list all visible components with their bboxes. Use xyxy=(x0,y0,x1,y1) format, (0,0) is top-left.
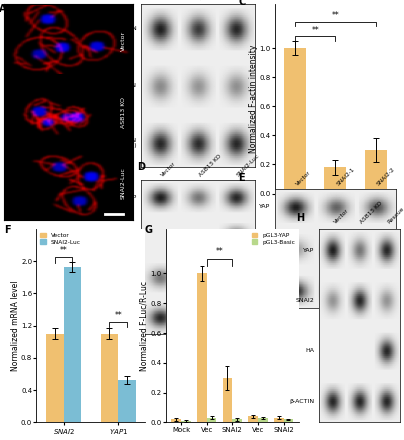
Bar xyxy=(274,418,284,422)
Bar xyxy=(171,419,181,422)
Text: SNAI2-Luc: SNAI2-Luc xyxy=(236,153,261,177)
Text: ASB13 KO: ASB13 KO xyxy=(120,97,126,128)
Text: Vector: Vector xyxy=(332,208,349,225)
Text: SNAI2: SNAI2 xyxy=(251,246,270,251)
Text: Rescue: Rescue xyxy=(387,206,404,225)
Text: **: ** xyxy=(331,11,339,20)
Text: SNAI2-1: SNAI2-1 xyxy=(335,167,356,187)
Text: C: C xyxy=(238,0,246,7)
Text: SNAI2-Luc: SNAI2-Luc xyxy=(120,167,126,199)
Text: F-ACTIN: F-ACTIN xyxy=(112,26,137,31)
Text: YAP: YAP xyxy=(303,248,314,253)
Text: ASB13 KO: ASB13 KO xyxy=(360,201,384,225)
Text: β-ACTIN: β-ACTIN xyxy=(289,399,314,403)
Y-axis label: Normalized mRNA level: Normalized mRNA level xyxy=(11,280,19,371)
Text: **: ** xyxy=(311,26,319,35)
Bar xyxy=(101,334,118,422)
Text: D: D xyxy=(137,162,145,172)
Text: SNAI2
(30KD): SNAI2 (30KD) xyxy=(115,272,137,283)
Bar xyxy=(248,416,258,422)
Text: SNAI2: SNAI2 xyxy=(296,298,314,303)
Text: H: H xyxy=(297,213,305,224)
Text: **: ** xyxy=(114,311,122,320)
Text: ASB13 KO: ASB13 KO xyxy=(198,153,222,177)
Y-axis label: Normalized F-Luc/R-Luc: Normalized F-Luc/R-Luc xyxy=(140,281,149,370)
Text: β-ACTIN
(Total): β-ACTIN (Total) xyxy=(112,138,137,148)
Bar xyxy=(64,267,81,422)
Bar xyxy=(223,378,232,422)
Text: E: E xyxy=(238,172,245,183)
Bar xyxy=(258,418,268,422)
Text: HA: HA xyxy=(305,348,314,353)
Text: A: A xyxy=(0,4,6,15)
Text: YAP: YAP xyxy=(126,195,137,200)
Bar xyxy=(284,419,293,422)
Text: ASB13 KO: ASB13 KO xyxy=(198,0,222,1)
Text: G: G xyxy=(144,225,152,235)
Text: β-ACTIN: β-ACTIN xyxy=(245,288,270,293)
Text: **: ** xyxy=(60,246,67,255)
Bar xyxy=(197,274,207,422)
Y-axis label: Normalized F-actin intensity: Normalized F-actin intensity xyxy=(249,45,258,153)
Text: Vector: Vector xyxy=(120,31,126,51)
Bar xyxy=(365,150,387,194)
Text: YAP: YAP xyxy=(259,204,270,209)
Text: Vector: Vector xyxy=(160,0,177,1)
Legend: pGL3-YAP, pGL3-Basic: pGL3-YAP, pGL3-Basic xyxy=(250,232,296,246)
Text: F: F xyxy=(4,225,10,235)
Text: Vector: Vector xyxy=(295,170,312,187)
Text: G-ACTIN: G-ACTIN xyxy=(111,83,137,88)
Text: SNAI2-2: SNAI2-2 xyxy=(376,167,396,187)
Bar xyxy=(207,418,217,422)
Legend: Vector, SNAI2-Luc: Vector, SNAI2-Luc xyxy=(39,232,82,246)
Bar xyxy=(324,167,347,194)
Text: SNAI2-Luc: SNAI2-Luc xyxy=(236,0,261,1)
Bar xyxy=(46,334,64,422)
Text: β-ACTIN: β-ACTIN xyxy=(112,315,137,320)
Text: Vector: Vector xyxy=(160,161,177,177)
Bar xyxy=(284,48,306,194)
Bar xyxy=(181,421,191,422)
Text: **: ** xyxy=(216,246,223,256)
Bar xyxy=(118,381,136,422)
Text: SNAI2-Luc
(90KD): SNAI2-Luc (90KD) xyxy=(105,232,137,243)
Bar xyxy=(232,419,242,422)
